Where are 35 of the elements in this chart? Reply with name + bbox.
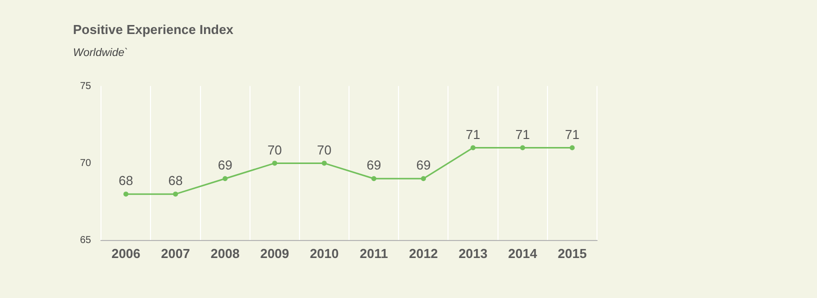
point xyxy=(371,176,376,182)
x-tick-label: 2013 xyxy=(458,246,488,261)
point xyxy=(420,176,426,182)
chart-subtitle: Worldwide` xyxy=(73,47,128,59)
x-tick-label: 2009 xyxy=(260,246,290,261)
data-label: 69 xyxy=(416,158,431,173)
chart-title: Positive Experience Index xyxy=(73,22,234,37)
data-label: 70 xyxy=(317,142,332,158)
data-label: 71 xyxy=(564,126,580,142)
point xyxy=(123,192,128,197)
point xyxy=(222,176,228,182)
data-label: 68 xyxy=(118,173,134,188)
x-tick-label: 2007 xyxy=(161,246,190,261)
x-tick-label: 2011 xyxy=(360,246,388,261)
y-tick-label: 70 xyxy=(80,158,92,169)
y-tick-label: 75 xyxy=(80,80,92,92)
data-label: 71 xyxy=(466,126,480,142)
x-tick-label: 2008 xyxy=(210,246,240,261)
x-tick-label: 2006 xyxy=(111,246,140,261)
point xyxy=(470,145,476,150)
x-tick-label: 2010 xyxy=(310,246,339,261)
point xyxy=(272,160,278,166)
data-label: 71 xyxy=(515,126,530,142)
data-label: 69 xyxy=(218,158,232,173)
data-label: 68 xyxy=(168,173,183,188)
point xyxy=(570,145,575,150)
x-tick-label: 2014 xyxy=(508,246,538,261)
x-tick-label: 2015 xyxy=(558,246,587,261)
data-label: 70 xyxy=(267,142,282,158)
x-tick-label: 2012 xyxy=(408,246,438,261)
y-tick-label: 65 xyxy=(80,235,92,246)
point xyxy=(173,192,178,197)
data-label: 69 xyxy=(366,158,382,173)
point xyxy=(520,145,526,150)
point xyxy=(322,160,327,166)
